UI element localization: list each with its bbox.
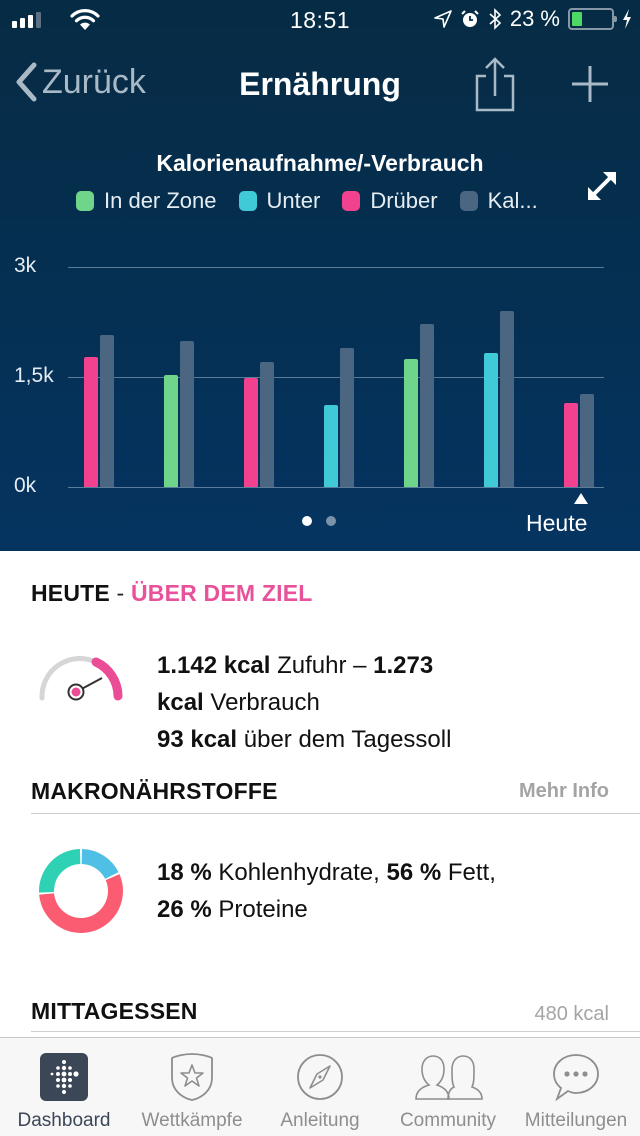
divider [31, 1031, 640, 1032]
y-tick-3k: 3k [14, 254, 37, 277]
macros-donut-chart [38, 849, 123, 933]
lunch-kcal: 480 kcal [534, 1003, 610, 1025]
page-dot-2[interactable] [326, 516, 336, 526]
tab-dashboard[interactable]: Dashboard [0, 1038, 128, 1136]
back-label: Zurück [42, 62, 146, 101]
status-bar: 18:51 23 % [0, 0, 640, 40]
location-icon [434, 10, 452, 28]
gridline [68, 377, 604, 378]
charging-icon [623, 9, 631, 29]
tab-messages[interactable]: Mitteilungen [512, 1038, 640, 1136]
battery-icon [568, 8, 617, 30]
battery-percent: 23 % [509, 6, 560, 31]
tab-community[interactable]: Community [384, 1038, 512, 1136]
burn-bar[interactable] [180, 341, 194, 487]
divider [31, 813, 640, 814]
cellular-signal-icon [12, 12, 41, 28]
tab-bar: Dashboard Wettkämpfe Anleitung Comm [0, 1037, 640, 1136]
carbs-slice [81, 849, 119, 879]
intake-bar[interactable] [244, 377, 258, 487]
status-right: 23 % [434, 6, 632, 32]
nutrition-header: 18:51 23 % Zurück Ernährung Kalorienaufn… [0, 0, 640, 551]
page-dot-1[interactable] [302, 516, 312, 526]
bluetooth-icon [489, 8, 502, 30]
legend-over: Drüber [342, 188, 438, 214]
macros-summary: 18 % Kohlenhydrate, 56 % Fett, 26 % Prot… [157, 859, 496, 923]
chart-title: Kalorienaufnahme/-Verbrauch [156, 150, 484, 176]
chevron-left-icon [16, 62, 37, 102]
legend-in-zone: In der Zone [76, 188, 217, 214]
more-info-link[interactable]: Mehr Info [519, 780, 609, 802]
macros-heading: MAKRONÄHRSTOFFE [31, 778, 278, 804]
burn-bar[interactable] [100, 335, 114, 487]
burn-bar[interactable] [340, 347, 354, 487]
intake-bar[interactable] [404, 358, 418, 487]
compass-icon [294, 1051, 346, 1103]
alarm-icon [461, 10, 479, 27]
community-icon [412, 1051, 484, 1103]
messages-icon [550, 1051, 602, 1103]
intake-bar[interactable] [324, 404, 338, 487]
wifi-icon [70, 9, 100, 30]
burn-bar[interactable] [420, 324, 434, 487]
challenge-star-icon [166, 1051, 218, 1103]
y-tick-0k: 0k [14, 474, 37, 497]
today-marker-icon [574, 493, 588, 504]
back-button[interactable]: Zurück [14, 62, 146, 102]
intake-bar[interactable] [164, 374, 178, 487]
intake-bar[interactable] [564, 403, 578, 487]
y-tick-1-5k: 1,5k [14, 364, 54, 387]
today-heading: HEUTE - ÜBER DEM ZIEL [31, 580, 313, 606]
gridline [68, 267, 604, 268]
intake-bar[interactable] [84, 357, 98, 487]
legend-under: Unter [238, 188, 320, 214]
chart-legend: In der Zone Unter Drüber Kal... [76, 188, 560, 214]
clock: 18:51 [289, 7, 351, 33]
today-label: Heute [526, 510, 588, 536]
x-axis-baseline [68, 487, 604, 488]
add-icon[interactable] [570, 64, 610, 104]
dashboard-icon [38, 1051, 90, 1103]
tab-guidance[interactable]: Anleitung [256, 1038, 384, 1136]
burn-bar[interactable] [500, 311, 514, 487]
navigation-bar: Zurück Ernährung [0, 50, 640, 120]
page-indicator[interactable] [302, 516, 336, 526]
burn-bar[interactable] [260, 361, 274, 487]
today-summary: 1.142 kcal Zufuhr – 1.273 kcal Verbrauch… [157, 652, 452, 753]
share-icon[interactable] [472, 56, 518, 112]
protein-slice [38, 849, 81, 893]
today-status: ÜBER DEM ZIEL [131, 580, 313, 606]
legend-burned: Kal... [459, 188, 538, 214]
calorie-gauge-icon [39, 656, 123, 701]
lunch-heading[interactable]: MITTAGESSEN [31, 998, 198, 1024]
fat-slice [39, 874, 123, 933]
intake-bar[interactable] [484, 352, 498, 487]
burn-bar[interactable] [580, 393, 594, 487]
expand-icon[interactable] [584, 168, 620, 204]
tab-challenges[interactable]: Wettkämpfe [128, 1038, 256, 1136]
